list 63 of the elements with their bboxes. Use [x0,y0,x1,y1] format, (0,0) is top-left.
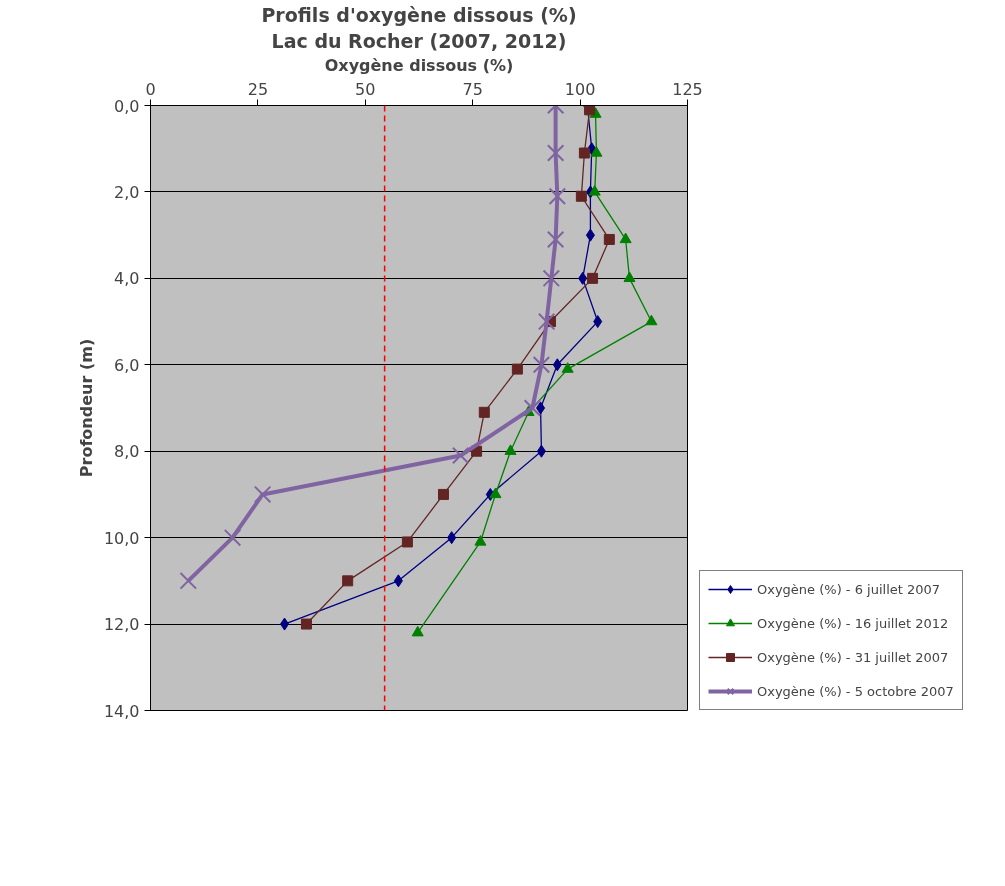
point [253,485,272,504]
point [504,444,517,455]
point [437,488,449,500]
point [447,531,457,545]
x-tick-label: 50 [355,79,376,99]
point [578,147,590,159]
x-axis-title: Oxygène dissous (%) [324,55,514,75]
y-tick-label: 2,0 [114,182,140,202]
y-tick-label: 4,0 [114,269,140,289]
y-tick-label: 10,0 [103,528,140,548]
point [584,105,596,116]
point [511,363,523,375]
point [603,233,615,245]
point [280,617,290,631]
point [223,528,242,547]
point [548,187,567,206]
point [532,356,551,374]
point [393,574,403,588]
y-tick-label: 14,0 [103,701,140,721]
legend-label: Oxygène (%) - 6 juillet 2007 [757,581,941,597]
chart-title: Profils d'oxygène dissous (%) [261,3,577,26]
chart-subtitle: Lac du Rocher (2007, 2012) [271,29,567,52]
point [552,358,562,372]
point [590,146,603,157]
point [593,315,603,329]
x-tick-label: 25 [247,79,269,99]
legend-label: Oxygène (%) - 16 juillet 2012 [757,615,949,631]
point [542,269,561,288]
point [523,399,542,417]
point [587,272,599,284]
point [585,228,595,242]
point [619,232,632,244]
point [342,575,354,587]
point [546,144,565,162]
point [474,535,487,546]
point [411,625,424,637]
y-tick-label: 8,0 [114,442,140,462]
x-tick-label: 75 [462,79,483,99]
point [478,406,490,418]
point [451,446,470,465]
x-tick-label: 0 [145,79,156,99]
point [537,312,556,331]
point [546,230,565,249]
legend-label: Oxygène (%) - 5 octobre 2007 [757,683,954,699]
point [536,401,546,415]
point [575,190,587,202]
point [179,572,198,590]
point [300,618,312,630]
y-tick-label: 12,0 [103,615,140,635]
point [578,271,588,285]
point [623,271,636,283]
x-tick-label: 125 [672,79,703,99]
y-axis-title: Profondeur (m) [76,338,96,478]
point [561,362,574,373]
point [401,536,413,548]
legend-label: Oxygène (%) - 31 juillet 2007 [757,649,949,665]
y-tick-label: 6,0 [114,355,140,375]
y-tick-label: 0,0 [114,96,140,116]
point [536,444,546,458]
point [645,314,658,326]
x-tick-label: 100 [564,79,596,99]
point [588,185,601,196]
point [489,487,502,499]
